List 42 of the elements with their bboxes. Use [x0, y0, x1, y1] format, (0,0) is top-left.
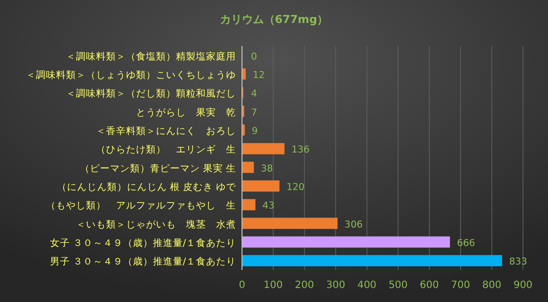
y-tick-label: （ひらたけ類） エリンギ 生 — [96, 144, 236, 156]
data-label: 306 — [344, 219, 363, 230]
data-label: 120 — [286, 182, 305, 193]
data-label: 9 — [252, 126, 258, 137]
bar — [242, 180, 280, 192]
data-label: 12 — [252, 70, 265, 81]
y-tick-label: （ピーマン類）青ピーマン 果実 生 — [80, 162, 236, 174]
x-tick-label: 0 — [238, 280, 246, 291]
bar — [242, 143, 284, 154]
x-tick-label: 200 — [294, 280, 314, 291]
data-label: 7 — [251, 107, 258, 118]
bar — [242, 162, 254, 173]
bar — [242, 255, 502, 266]
y-tick-label: ＜いも類＞じゃがいも 塊茎 水煮 — [76, 218, 236, 230]
data-label: 43 — [262, 200, 275, 212]
data-label: 4 — [251, 88, 258, 100]
bar — [242, 218, 338, 229]
y-tick-label: 女子 ３０～４９（歳）推進量/１食あたり — [50, 237, 236, 249]
data-label: 0 — [251, 51, 258, 62]
x-tick-label: 100 — [264, 280, 283, 291]
y-tick-label: （にんじん類）にんじん 根 皮むき ゆで — [56, 181, 237, 193]
x-tick-label: 400 — [357, 280, 376, 291]
data-label: 136 — [291, 144, 310, 156]
y-tick-label: ＜香辛料類＞にんにく おろし — [96, 125, 236, 137]
y-tick-label: とうがらし 果実 乾 — [136, 106, 236, 118]
data-label: 38 — [260, 163, 273, 174]
y-tick-label: ＜調味料類＞（食塩類）精製塩家庭用 — [66, 50, 236, 62]
y-tick-label: ＜調味料類＞（だし類）顆粒和風だし — [66, 88, 236, 100]
data-label: 666 — [456, 238, 476, 249]
chart-title: カリウム（677mg） — [220, 13, 328, 26]
y-tick-label: 男子 ３０～４９（歳）推進量/１食あたり — [50, 256, 236, 268]
bar — [242, 199, 256, 210]
y-tick-label: ＜調味料類＞（しょうゆ類）こいくちしょうゆ — [26, 69, 236, 81]
bar — [242, 236, 450, 248]
x-tick-label: 300 — [326, 280, 346, 291]
x-tick-label: 700 — [451, 280, 470, 291]
data-label: 833 — [509, 256, 528, 268]
x-tick-label: 800 — [482, 280, 502, 291]
x-tick-label: 500 — [388, 280, 408, 291]
y-tick-label: （もやし類） アルファルファもやし 生 — [46, 200, 236, 212]
x-tick-label: 600 — [420, 280, 439, 291]
x-tick-label: 900 — [513, 280, 533, 291]
